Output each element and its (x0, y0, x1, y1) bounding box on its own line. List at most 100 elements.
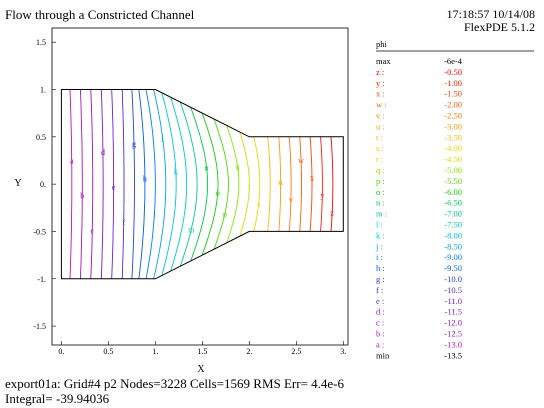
legend-level-value: -5.00 (444, 165, 462, 175)
contour-line (320, 136, 323, 232)
contour-line (299, 136, 302, 232)
contour-label: w (298, 156, 304, 165)
contour-line (226, 125, 240, 244)
y-tick-label: -1. (37, 275, 46, 284)
contour-label: x (310, 174, 314, 183)
y-tick-label: 0.5 (36, 133, 46, 142)
y-tick-label: 0. (40, 180, 46, 189)
contour-label: t (269, 160, 272, 169)
y-tick-label: -1.5 (33, 322, 46, 331)
contour-label: a (70, 156, 74, 165)
legend-level-value: -2.50 (444, 111, 462, 121)
legend-level-value: -11.0 (445, 296, 462, 306)
legend-level-key: q : (376, 165, 385, 175)
contour-label: l (185, 198, 188, 207)
x-tick-label: 0.5 (103, 347, 113, 356)
contour-label: f (122, 218, 125, 227)
legend-level-value: -7.50 (444, 220, 462, 230)
contour-line (69, 89, 73, 279)
plot-frame (51, 27, 349, 346)
contour-label: d (101, 148, 105, 157)
contour-line (288, 136, 292, 232)
legend-level-value: -12.5 (444, 329, 462, 339)
contour-label: q (236, 163, 240, 172)
legend-level-key: o : (376, 187, 385, 197)
version-label: FlexPDE 5.1.2 (463, 19, 535, 34)
contour-line (309, 136, 313, 232)
x-tick-label: 0. (58, 347, 64, 356)
legend-level-key: v : (376, 111, 385, 121)
legend-level-key: n : (376, 198, 385, 208)
x-tick-label: 2.5 (291, 347, 301, 356)
contour-label: b (80, 191, 84, 200)
contour-line (330, 136, 334, 232)
legend-level-value: -8.00 (444, 230, 462, 240)
legend-level-key: s : (376, 143, 384, 153)
domain-boundary (60, 89, 344, 280)
contour-line (138, 89, 146, 279)
legend-level-key: w : (376, 100, 387, 110)
legend-level-key: h : (376, 263, 385, 273)
legend-level-value: -3.00 (444, 121, 462, 131)
axis-ticks: 0. 0.5 1. 1.5 2. 2.5 3. 1.5 1. 0.5 0. -0.5 -1. -1.5 (33, 38, 346, 356)
contour-label: n (205, 164, 209, 173)
legend-level-key: x : (376, 89, 385, 99)
contour-label: m (188, 225, 195, 234)
contour-label: z (330, 209, 334, 218)
contour-label: e (112, 183, 116, 192)
legend-title: phi (376, 39, 388, 49)
contour-label: p (223, 210, 227, 219)
legend-level-value: -4.50 (444, 154, 462, 164)
contour-line (131, 89, 135, 279)
legend-level-key: f : (376, 285, 383, 295)
legend-level-value: -6.00 (444, 187, 462, 197)
contour-label: c (90, 227, 94, 236)
legend-level-value: -10.0 (444, 274, 462, 284)
contour-line (190, 107, 209, 262)
contour-line (90, 89, 94, 279)
x-tick-label: 1.5 (197, 347, 207, 356)
contour-line (161, 92, 177, 276)
legend-level-key: k : (376, 230, 385, 240)
contour-line (253, 136, 261, 232)
contour-line (121, 89, 125, 279)
legend-level-key: r : (376, 154, 383, 164)
y-tick-label: 1. (40, 86, 46, 95)
contour-line (153, 89, 167, 279)
contour-label: g (132, 139, 136, 148)
contour-line (278, 136, 282, 232)
legend-level-value: -9.00 (444, 252, 462, 262)
legend-level-value: -9.50 (444, 263, 462, 273)
legend-level-value: -1.50 (444, 89, 462, 99)
legend-level-key: e : (376, 296, 384, 306)
contour-label: s (257, 200, 260, 209)
contour-line (79, 89, 83, 279)
legend-level-key: a : (376, 339, 384, 349)
legend-level-key: c : (376, 318, 384, 328)
legend-level-key: m : (376, 209, 387, 219)
integral-value: Integral= -39.94036 (5, 391, 110, 406)
contour-label: o (216, 188, 220, 197)
legend-level-value: -11.5 (445, 307, 462, 317)
legend-min-value: -13.5 (444, 350, 462, 360)
legend-level-key: z : (376, 67, 384, 77)
legend-level-key: u : (376, 121, 385, 131)
legend-level-key: g : (376, 274, 385, 284)
legend-level-value: -10.5 (444, 285, 462, 295)
contour-line (100, 89, 104, 279)
timestamp-block: 17:18:57 10/14/08 FlexPDE 5.1.2 (447, 8, 535, 33)
legend-level-key: i : (376, 252, 383, 262)
contour-line (213, 118, 229, 250)
y-tick-label: -0.5 (33, 227, 46, 236)
timestamp: 17:18:57 10/14/08 (446, 7, 535, 21)
legend-level-key: l : (376, 220, 383, 230)
plot-title: Flow through a Constricted Channel (5, 7, 195, 22)
contour-label: y (320, 191, 324, 200)
contour-label: r (248, 182, 251, 191)
grid-stats: export01a: Grid#4 p2 Nodes=3228 Cells=15… (5, 376, 345, 391)
x-axis-label: X (197, 364, 205, 375)
contour-label: j (160, 133, 163, 142)
legend-level-value: -3.50 (444, 132, 462, 142)
